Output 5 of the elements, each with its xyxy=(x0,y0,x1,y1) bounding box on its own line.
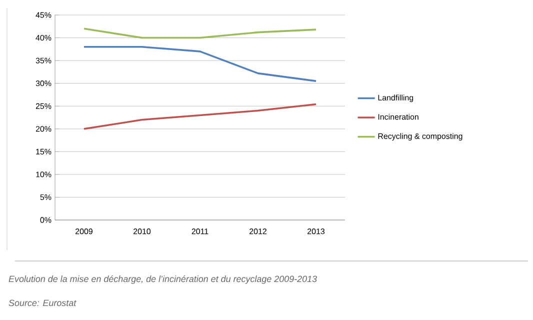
text: Evolution de la mise en décharge, de l’incinération et du recyclage 2009-2013 xyxy=(8,275,317,284)
line-series xyxy=(83,46,317,82)
source-note: Source: Eurostat xyxy=(8,300,76,306)
line-series xyxy=(83,28,317,39)
line-series xyxy=(83,103,317,130)
